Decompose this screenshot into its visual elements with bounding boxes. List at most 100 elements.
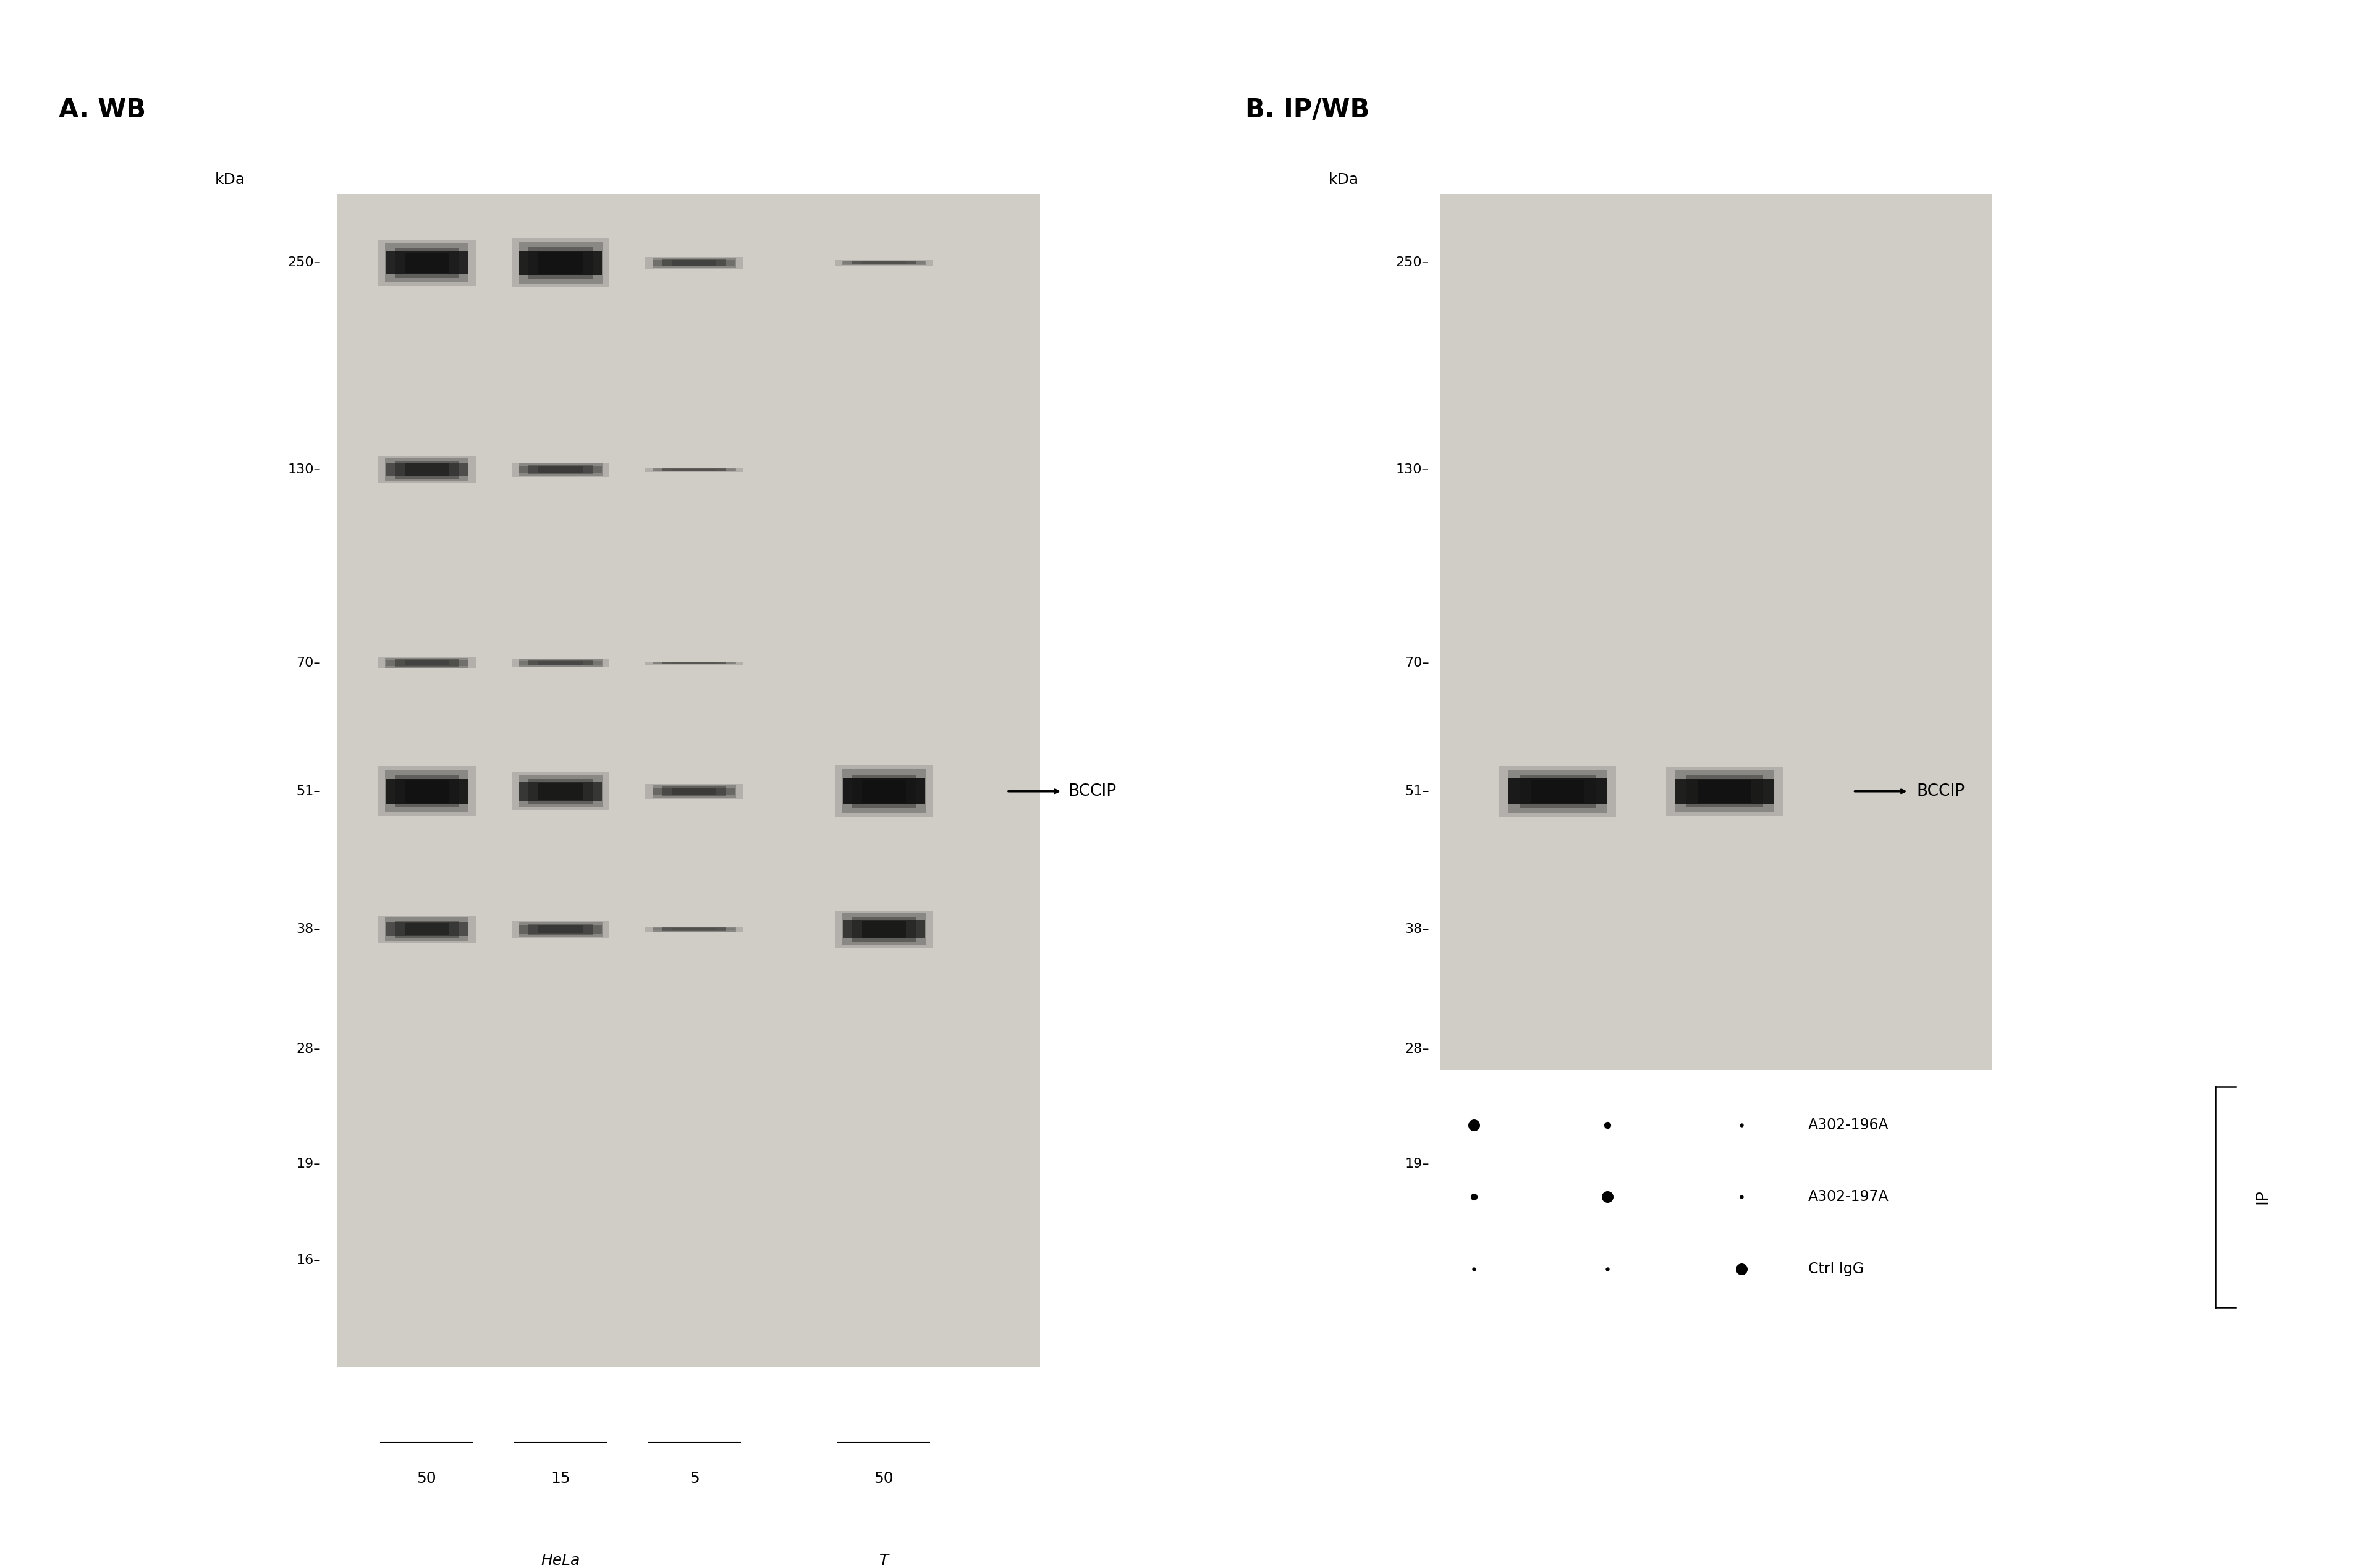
Text: IP: IP: [2254, 1190, 2271, 1204]
Bar: [852, 775, 916, 808]
Bar: [838, 1443, 930, 1515]
Bar: [515, 1443, 605, 1515]
Text: 50: 50: [873, 1471, 895, 1486]
Bar: [653, 260, 736, 265]
Bar: [520, 251, 603, 274]
Bar: [645, 784, 743, 798]
Text: BCCIP: BCCIP: [1917, 784, 1965, 800]
Bar: [1699, 781, 1751, 803]
Bar: [653, 927, 736, 931]
Text: 38–: 38–: [1405, 924, 1429, 936]
Text: HeLa: HeLa: [541, 1552, 579, 1568]
Text: 250–: 250–: [1395, 257, 1429, 270]
Bar: [539, 252, 584, 274]
Bar: [384, 463, 467, 477]
Bar: [842, 778, 925, 804]
Bar: [842, 260, 925, 265]
Text: 50: 50: [418, 1471, 437, 1486]
Bar: [1507, 770, 1607, 812]
Bar: [861, 262, 906, 263]
Point: [1588, 1256, 1626, 1281]
Bar: [662, 928, 726, 931]
Point: [1588, 1113, 1626, 1138]
Bar: [403, 924, 448, 936]
Bar: [394, 248, 458, 278]
Text: A302-197A: A302-197A: [1808, 1190, 1889, 1204]
Bar: [520, 464, 603, 477]
Bar: [520, 660, 603, 665]
Text: 130–: 130–: [1395, 464, 1429, 477]
Bar: [1519, 775, 1595, 808]
Text: B. IP/WB: B. IP/WB: [1246, 97, 1369, 124]
Text: 70–: 70–: [1405, 657, 1429, 670]
Bar: [672, 789, 717, 795]
Bar: [861, 779, 906, 803]
Text: 5: 5: [691, 1471, 700, 1486]
Bar: [529, 248, 593, 279]
Bar: [394, 461, 458, 478]
Bar: [1531, 779, 1583, 803]
Bar: [539, 466, 584, 474]
Bar: [852, 262, 916, 265]
Bar: [529, 779, 593, 803]
Text: 250–: 250–: [287, 257, 320, 270]
Bar: [539, 662, 584, 665]
Text: kDa: kDa: [1329, 172, 1360, 188]
Bar: [529, 660, 593, 666]
Text: 130–: 130–: [287, 464, 320, 477]
Bar: [377, 240, 475, 285]
Bar: [653, 662, 736, 663]
Bar: [337, 194, 1039, 1367]
Bar: [520, 922, 603, 936]
Bar: [513, 238, 610, 287]
Bar: [672, 260, 717, 265]
Bar: [384, 458, 467, 481]
Text: 15: 15: [551, 1471, 570, 1486]
Text: 51–: 51–: [297, 786, 320, 798]
Bar: [520, 925, 603, 933]
Bar: [653, 786, 736, 798]
Bar: [645, 662, 743, 665]
Bar: [377, 916, 475, 942]
Bar: [403, 660, 448, 665]
Bar: [384, 659, 467, 668]
Point: [1723, 1256, 1761, 1281]
Bar: [539, 782, 584, 800]
Bar: [403, 252, 448, 273]
Bar: [384, 243, 467, 282]
Point: [1723, 1184, 1761, 1209]
Bar: [645, 257, 743, 268]
Bar: [653, 469, 736, 470]
Point: [1455, 1256, 1493, 1281]
Bar: [520, 466, 603, 474]
Bar: [394, 659, 458, 666]
Text: A. WB: A. WB: [59, 97, 145, 124]
Bar: [384, 922, 467, 936]
Text: 70–: 70–: [297, 657, 320, 670]
Bar: [645, 467, 743, 472]
Bar: [513, 920, 610, 938]
Text: 19–: 19–: [1405, 1157, 1429, 1170]
Bar: [835, 765, 933, 817]
Bar: [1666, 767, 1782, 815]
Bar: [529, 466, 593, 475]
Bar: [653, 662, 736, 665]
Text: T: T: [880, 1552, 888, 1568]
Text: kDa: kDa: [216, 172, 244, 188]
Point: [1723, 1113, 1761, 1138]
Bar: [529, 924, 593, 935]
Bar: [653, 928, 736, 930]
Bar: [653, 467, 736, 472]
Bar: [1440, 194, 1993, 1069]
Text: A302-196A: A302-196A: [1808, 1118, 1889, 1132]
Bar: [1675, 779, 1775, 803]
Bar: [842, 770, 925, 814]
Bar: [1687, 776, 1763, 808]
Bar: [835, 260, 933, 265]
Bar: [513, 463, 610, 477]
Bar: [648, 1443, 740, 1515]
Text: BCCIP: BCCIP: [1068, 784, 1115, 800]
Bar: [520, 775, 603, 808]
Bar: [520, 782, 603, 801]
Bar: [384, 917, 467, 941]
